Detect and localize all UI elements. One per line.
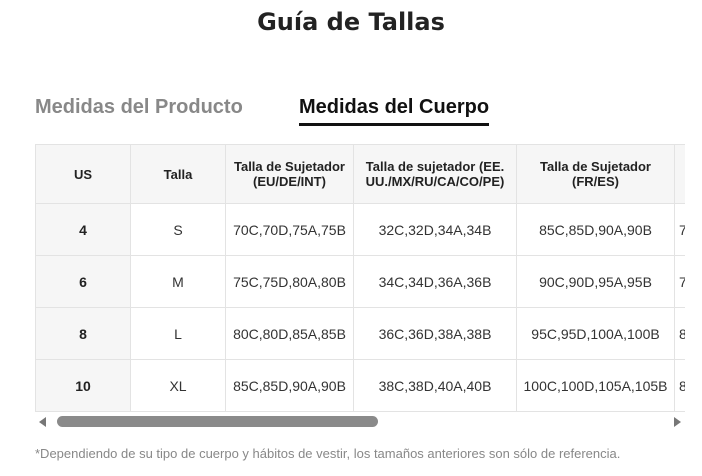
- table-cell: 38C,38D,40A,40B: [353, 359, 517, 412]
- scroll-track[interactable]: [51, 416, 669, 427]
- tab-product-measurements[interactable]: Medidas del Producto: [35, 96, 243, 118]
- size-table-viewport: US Talla Talla de Sujetador (EU/DE/INT) …: [35, 144, 685, 412]
- table-cell: 85C,85D,90A,90B: [225, 359, 354, 412]
- horizontal-scrollbar[interactable]: [35, 414, 685, 430]
- table-cell: 75C,75D,80A,80B: [225, 255, 354, 308]
- table-cell: 4: [35, 203, 131, 256]
- table-row: 6 M 75C,75D,80A,80B 34C,34D,36A,36B 90C,…: [35, 255, 685, 308]
- table-cell: 34C,34D,36A,36B: [353, 255, 517, 308]
- scroll-thumb[interactable]: [57, 416, 378, 427]
- table-cell: 7: [674, 255, 685, 308]
- table-cell: XL: [130, 359, 226, 412]
- table-cell: 90C,90D,95A,95B: [516, 255, 675, 308]
- table-cell: 32C,32D,34A,34B: [353, 203, 517, 256]
- table-cell: 10: [35, 359, 131, 412]
- table-cell: L: [130, 307, 226, 360]
- table-cell: 80C,80D,85A,85B: [225, 307, 354, 360]
- table-cell: 70C,70D,75A,75B: [225, 203, 354, 256]
- column-header: [674, 144, 685, 204]
- table-cell: 8: [35, 307, 131, 360]
- table-row: 4 S 70C,70D,75A,75B 32C,32D,34A,34B 85C,…: [35, 203, 685, 256]
- table-cell: 8: [674, 359, 685, 412]
- table-cell: 85C,85D,90A,90B: [516, 203, 675, 256]
- size-table: US Talla Talla de Sujetador (EU/DE/INT) …: [35, 144, 685, 412]
- column-header: Talla de sujetador (EE. UU./MX/RU/CA/CO/…: [353, 144, 517, 204]
- table-cell: 95C,95D,100A,100B: [516, 307, 675, 360]
- table-cell: S: [130, 203, 226, 256]
- footnote: *Dependiendo de su tipo de cuerpo y hábi…: [35, 446, 621, 461]
- table-cell: 100C,100D,105A,105B: [516, 359, 675, 412]
- table-row: 8 L 80C,80D,85A,85B 36C,36D,38A,38B 95C,…: [35, 307, 685, 360]
- column-header: Talla: [130, 144, 226, 204]
- table-cell: 7: [674, 203, 685, 256]
- page-title: Guía de Tallas: [257, 8, 445, 36]
- table-cell: 8: [674, 307, 685, 360]
- tab-body-measurements[interactable]: Medidas del Cuerpo: [299, 96, 490, 126]
- table-header-row: US Talla Talla de Sujetador (EU/DE/INT) …: [35, 144, 685, 204]
- scroll-left-arrow-icon[interactable]: [39, 417, 46, 427]
- column-header: US: [35, 144, 131, 204]
- table-cell: 36C,36D,38A,38B: [353, 307, 517, 360]
- scroll-right-arrow-icon[interactable]: [674, 417, 681, 427]
- table-row: 10 XL 85C,85D,90A,90B 38C,38D,40A,40B 10…: [35, 359, 685, 412]
- table-cell: M: [130, 255, 226, 308]
- column-header: Talla de Sujetador (FR/ES): [516, 144, 675, 204]
- table-cell: 6: [35, 255, 131, 308]
- column-header: Talla de Sujetador (EU/DE/INT): [225, 144, 354, 204]
